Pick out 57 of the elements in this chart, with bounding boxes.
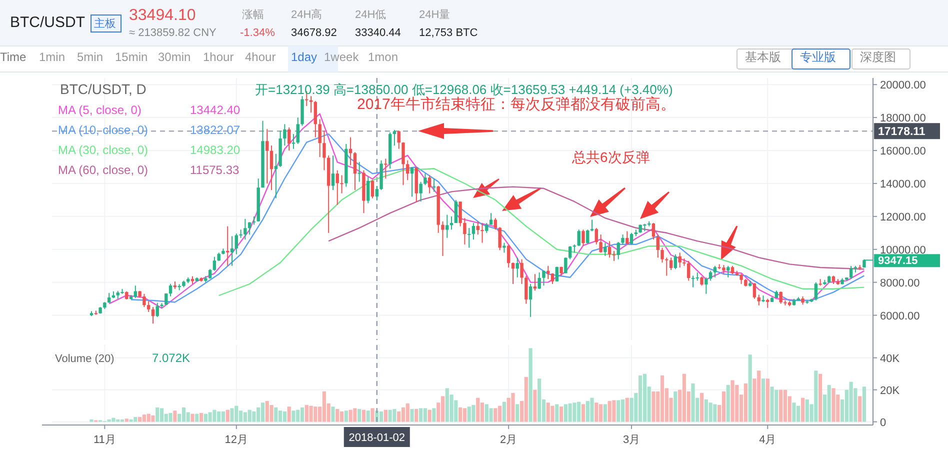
annotation: 13442.40 bbox=[190, 103, 240, 117]
text: 15min bbox=[115, 50, 148, 64]
text: BTC/USDT bbox=[10, 14, 85, 31]
text: 基本版 bbox=[745, 50, 781, 64]
annotation: 总共6次反弹 bbox=[571, 149, 650, 165]
text: Time bbox=[0, 50, 27, 64]
y-tick-label: 10000.00 bbox=[880, 244, 926, 256]
text: 5min bbox=[77, 50, 104, 64]
ref-line-label: 2018-01-02 bbox=[348, 432, 406, 444]
x-tick-label: 2月 bbox=[500, 434, 518, 446]
text: 1hour bbox=[203, 50, 234, 64]
y-tick-label: 16000.00 bbox=[880, 146, 926, 158]
text: 1week bbox=[324, 50, 360, 64]
text: Volume (20) bbox=[55, 353, 114, 365]
text: 专业版 bbox=[800, 50, 836, 64]
text: 30min bbox=[158, 50, 191, 64]
text: 1mon bbox=[368, 50, 398, 64]
text: ≈ 213859.82 CNY bbox=[129, 27, 218, 39]
text: 1day bbox=[291, 50, 318, 64]
text: 24H高 bbox=[291, 8, 322, 21]
y-tick-label: 6000.00 bbox=[880, 310, 920, 322]
text: 12,753 BTC bbox=[419, 27, 478, 39]
text: 1min bbox=[39, 50, 66, 64]
text: 主板 bbox=[94, 17, 116, 30]
annotation: 13822.07 bbox=[190, 123, 240, 137]
x-tick-label: 4月 bbox=[759, 434, 776, 446]
annotation: 14983.20 bbox=[190, 143, 240, 157]
x-tick-label: 11月 bbox=[93, 434, 116, 446]
text: 34678.92 bbox=[291, 27, 337, 39]
y-tick-label: 18000.00 bbox=[880, 112, 926, 125]
text: -1.34% bbox=[240, 27, 276, 39]
annotation: 11575.33 bbox=[190, 163, 240, 177]
text: MA (30, close, 0) bbox=[58, 143, 148, 157]
y-tick-label: 20000.00 bbox=[880, 80, 926, 92]
y-tick-label: 0 bbox=[880, 416, 886, 429]
annotation: 开=13210.39 高=13850.00 低=12968.06 收=13659.53 +449.14 (+3.40%) bbox=[255, 82, 673, 97]
text: 4hour bbox=[245, 50, 276, 64]
x-tick-label: 3月 bbox=[622, 434, 640, 446]
text: MA (5, close, 0) bbox=[58, 103, 142, 117]
text: MA (60, close, 0) bbox=[58, 163, 148, 177]
y-tick-label: 8000.00 bbox=[880, 277, 920, 290]
annotation: 2017年牛市结束特征：每次反弹都没有破前高。 bbox=[357, 96, 676, 113]
chart-title: BTC/USDT, D bbox=[60, 81, 146, 97]
text: 深度图 bbox=[860, 50, 896, 64]
text: 涨幅 bbox=[242, 9, 264, 21]
text: 33494.10 bbox=[129, 7, 196, 24]
text: 24H低 bbox=[355, 9, 386, 21]
y-tick-label: 12000.00 bbox=[880, 211, 926, 224]
y-tick-label: 20K bbox=[880, 384, 900, 397]
y-tick-label: 40K bbox=[880, 352, 900, 365]
text: 33340.44 bbox=[355, 27, 401, 39]
ref-line-label: 17178.11 bbox=[878, 126, 926, 138]
x-tick-label: 12月 bbox=[224, 434, 248, 446]
annotation: 9347.15 bbox=[878, 255, 918, 268]
annotation: 7.072K bbox=[152, 351, 190, 365]
text: 24H量 bbox=[419, 9, 450, 21]
y-tick-label: 14000.00 bbox=[880, 178, 926, 190]
